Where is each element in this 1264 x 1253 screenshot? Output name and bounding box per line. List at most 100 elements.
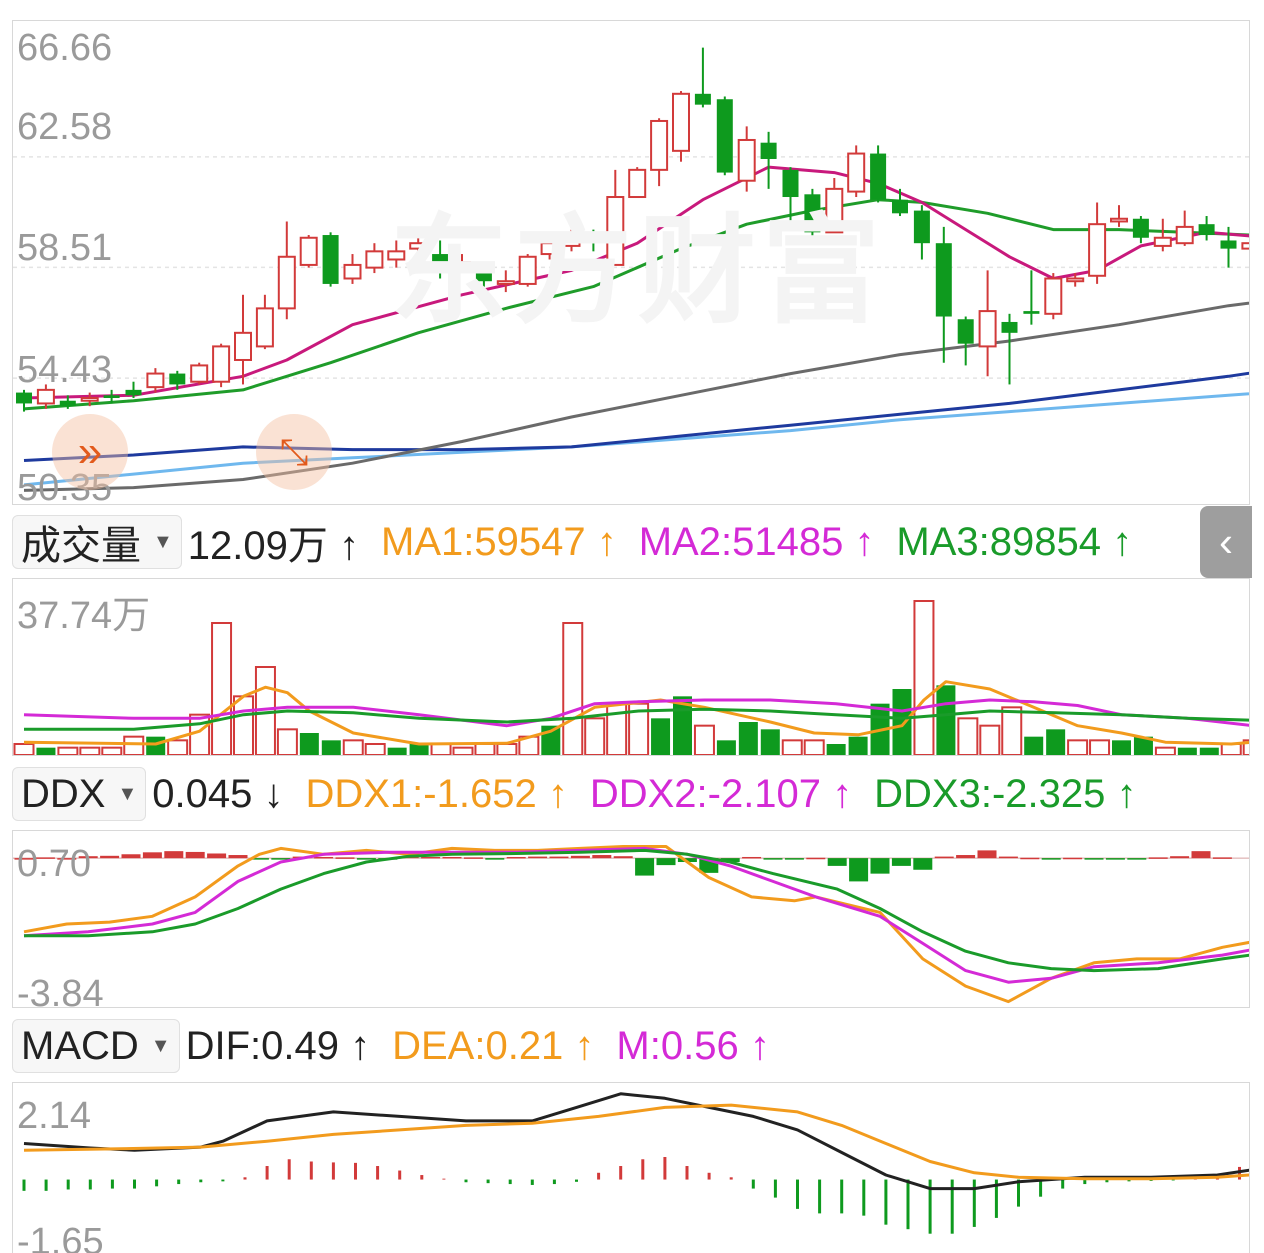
candle-body-down xyxy=(935,243,952,317)
ddx-bar xyxy=(549,856,569,859)
candle-body-down xyxy=(169,373,186,385)
volume-bar xyxy=(167,739,189,755)
macd-m: M:0.56 ↑ xyxy=(616,1023,770,1068)
volume-bar xyxy=(826,744,846,755)
ddx-bar xyxy=(998,856,1018,859)
candle-body-down xyxy=(16,392,32,404)
volume-bar xyxy=(299,733,319,755)
ddx-bar xyxy=(1127,858,1147,860)
macd-selector[interactable]: MACD ▼ xyxy=(12,1019,180,1073)
volume-selector-label: 成交量 xyxy=(21,524,141,568)
ddx-chart[interactable] xyxy=(13,831,1250,1008)
candle-body-up xyxy=(672,92,690,152)
volume-bar xyxy=(803,739,825,755)
volume-ma-ma2 xyxy=(23,698,1249,728)
ddx-selector[interactable]: DDX ▼ xyxy=(12,767,147,821)
candle-body-up xyxy=(1110,217,1128,223)
volume-bar xyxy=(364,743,386,755)
ddx-bar xyxy=(442,856,462,859)
candle-body-down xyxy=(322,235,339,284)
volume-bar xyxy=(146,736,166,755)
candle-body-down xyxy=(957,319,974,344)
volume-chart[interactable] xyxy=(13,579,1250,756)
volume-bar xyxy=(123,735,145,755)
candle-body-up xyxy=(496,280,515,285)
price-panel[interactable]: 66.66 62.58 58.51 54.43 50.35 xyxy=(12,20,1250,505)
volume-panel[interactable]: 37.74万 xyxy=(12,578,1250,756)
volume-bar xyxy=(1242,739,1249,755)
candle-body-up xyxy=(825,187,844,234)
volume-bar xyxy=(1001,706,1023,755)
candle-body-down xyxy=(475,264,492,282)
candle-body-down xyxy=(103,395,120,399)
candle-body-up xyxy=(847,152,866,193)
price-axis-label-5: 50.35 xyxy=(17,467,113,505)
volume-bar xyxy=(474,743,496,755)
candle-body-down xyxy=(125,389,142,396)
candle-body-down xyxy=(694,93,711,105)
ddx-bar xyxy=(1148,857,1168,859)
candle-body-down xyxy=(1198,224,1215,236)
price-axis-label-2: 62.58 xyxy=(17,106,113,148)
volume-bar xyxy=(562,622,584,755)
price-axis-label-4: 54.43 xyxy=(17,349,113,391)
ddx-bar xyxy=(121,854,141,859)
volume-bar xyxy=(1177,747,1197,755)
volume-bar xyxy=(233,695,254,755)
volume-bar xyxy=(1112,740,1131,755)
ma-line-ma5 xyxy=(23,165,1249,400)
ddx-bar xyxy=(14,858,34,860)
volume-selector[interactable]: 成交量 ▼ xyxy=(12,515,182,569)
candlestick-chart[interactable] xyxy=(13,21,1250,505)
ddx-bar xyxy=(956,855,976,859)
macd-selector-label: MACD xyxy=(21,1023,139,1068)
chevron-left-icon[interactable]: ‹ xyxy=(1200,506,1252,578)
volume-bar xyxy=(276,728,298,755)
candle-body-down xyxy=(760,142,777,159)
candle-body-up xyxy=(606,196,625,266)
candle-body-down xyxy=(59,400,76,407)
ddx-bar xyxy=(1212,857,1232,859)
ddx-bar xyxy=(185,851,205,859)
ddx-bar xyxy=(742,856,762,859)
ddx-bar xyxy=(677,858,697,863)
macd-axis-label-bottom: -1.65 xyxy=(17,1221,104,1253)
ddx-current: 0.045 ↓ xyxy=(152,771,284,816)
volume-bar xyxy=(892,689,912,755)
volume-bar xyxy=(496,743,518,755)
ddx-bar xyxy=(57,858,77,860)
watermark: 东方财富 xyxy=(390,206,887,338)
candle-body-up xyxy=(650,119,669,171)
candle-body-down xyxy=(432,254,449,263)
candle-body-down xyxy=(716,99,733,173)
candle-body-down xyxy=(1023,311,1040,314)
candle-body-up xyxy=(1088,223,1107,277)
resize-arrows-icon[interactable]: ⤡ xyxy=(256,414,332,490)
ddx-bar xyxy=(506,856,526,859)
volume-bar xyxy=(452,746,474,755)
volume-indicator-row: 成交量 ▼ 12.09万 ↑ MA1:59547 ↑ MA2:51485 ↑ M… xyxy=(12,511,1154,573)
volume-bar xyxy=(409,744,429,755)
ddx-bar xyxy=(35,857,55,859)
price-axis-label-1: 66.66 xyxy=(17,27,113,69)
volume-current: 12.09万 ↑ xyxy=(187,524,360,568)
candle-body-down xyxy=(892,199,908,214)
macd-chart[interactable] xyxy=(13,1083,1250,1253)
volume-bar xyxy=(79,746,101,755)
candle-body-up xyxy=(1241,242,1249,250)
ma-line-ma20 xyxy=(23,301,1249,492)
ddx-line-ddx1 xyxy=(23,845,1249,1004)
candle-body-up xyxy=(628,168,647,199)
ddx-bar xyxy=(421,856,441,859)
ddx-bar xyxy=(335,857,355,859)
double-chevron-right-icon[interactable]: » xyxy=(52,414,128,490)
volume-bar xyxy=(738,722,758,755)
candle-body-up xyxy=(518,255,537,285)
volume-bar xyxy=(936,685,956,755)
candle-body-down xyxy=(870,153,887,200)
candle-body-up xyxy=(146,372,165,389)
caret-down-icon: ▼ xyxy=(150,1034,171,1057)
ddx-panel[interactable]: 0.70 -3.84 xyxy=(12,830,1250,1008)
macd-panel[interactable]: 2.14 -1.65 xyxy=(12,1082,1250,1253)
ddx-bar xyxy=(1084,858,1104,860)
